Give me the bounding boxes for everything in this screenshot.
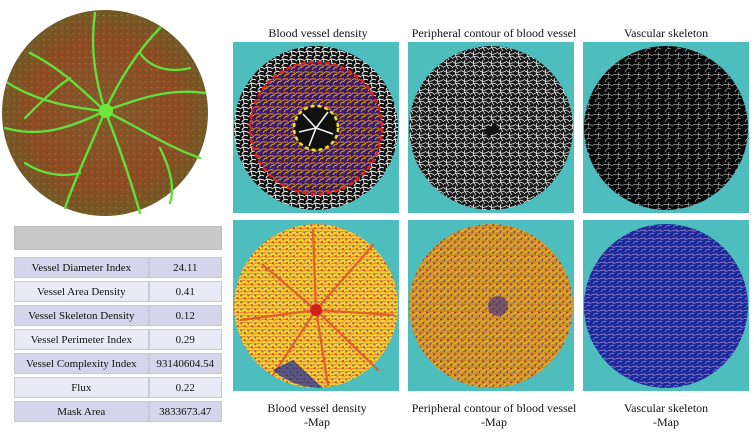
panel-density-map: [233, 220, 399, 391]
table-row: Vessel Diameter Index 24.11: [14, 257, 222, 278]
metrics-table: Vessel Diameter Index 24.11 Vessel Area …: [14, 226, 222, 425]
panel-contour-map: [408, 220, 574, 391]
metric-label: Vessel Complexity Index: [14, 353, 149, 374]
caption-contour: Peripheral contour of blood vessel: [411, 26, 577, 40]
caption-line: -Map: [304, 415, 330, 429]
metric-value: 0.29: [148, 329, 222, 350]
metrics-rows: Vessel Diameter Index 24.11 Vessel Area …: [14, 254, 222, 425]
metric-value: 24.11: [148, 257, 222, 278]
panel-vessel-density: [233, 42, 399, 213]
caption-line: -Map: [481, 415, 507, 429]
table-row: Vessel Complexity Index 93140604.54: [14, 353, 222, 374]
caption-density-map: Blood vessel density -Map: [233, 401, 401, 429]
panel-skeleton-map: [583, 220, 749, 391]
metric-label: Vessel Area Density: [14, 281, 149, 302]
table-row: Vessel Area Density 0.41: [14, 281, 222, 302]
fundus-image: [2, 10, 208, 216]
table-row: Flux 0.22: [14, 377, 222, 398]
table-row: Vessel Perimeter Index 0.29: [14, 329, 222, 350]
metric-value: 93140604.54: [148, 353, 222, 374]
table-row: Vessel Skeleton Density 0.12: [14, 305, 222, 326]
caption-skeleton-map: Vascular skeleton -Map: [583, 401, 749, 429]
caption-density: Blood vessel density: [268, 26, 368, 40]
panel-peripheral-contour: [408, 42, 574, 213]
caption-skeleton: Vascular skeleton: [623, 26, 709, 40]
metric-value: 0.12: [148, 305, 222, 326]
metric-label: Vessel Diameter Index: [14, 257, 149, 278]
vessel-branches: [3, 11, 207, 215]
metric-label: Flux: [14, 377, 149, 398]
metric-value: 0.22: [148, 377, 222, 398]
metric-value: 3833673.47: [148, 401, 222, 422]
caption-line: -Map: [653, 415, 679, 429]
table-row: Mask Area 3833673.47: [14, 401, 222, 422]
caption-line: Vascular skeleton: [623, 401, 709, 415]
metric-value: 0.41: [148, 281, 222, 302]
caption-line: Peripheral contour of blood vessel: [411, 401, 577, 415]
metric-label: Mask Area: [14, 401, 149, 422]
metric-label: Vessel Skeleton Density: [14, 305, 149, 326]
caption-line: Blood vessel density: [267, 401, 367, 415]
metric-label: Vessel Perimeter Index: [14, 329, 149, 350]
metrics-header: [14, 226, 222, 250]
panel-vascular-skeleton: [583, 42, 749, 213]
caption-contour-map: Peripheral contour of blood vessel -Map: [401, 401, 587, 429]
